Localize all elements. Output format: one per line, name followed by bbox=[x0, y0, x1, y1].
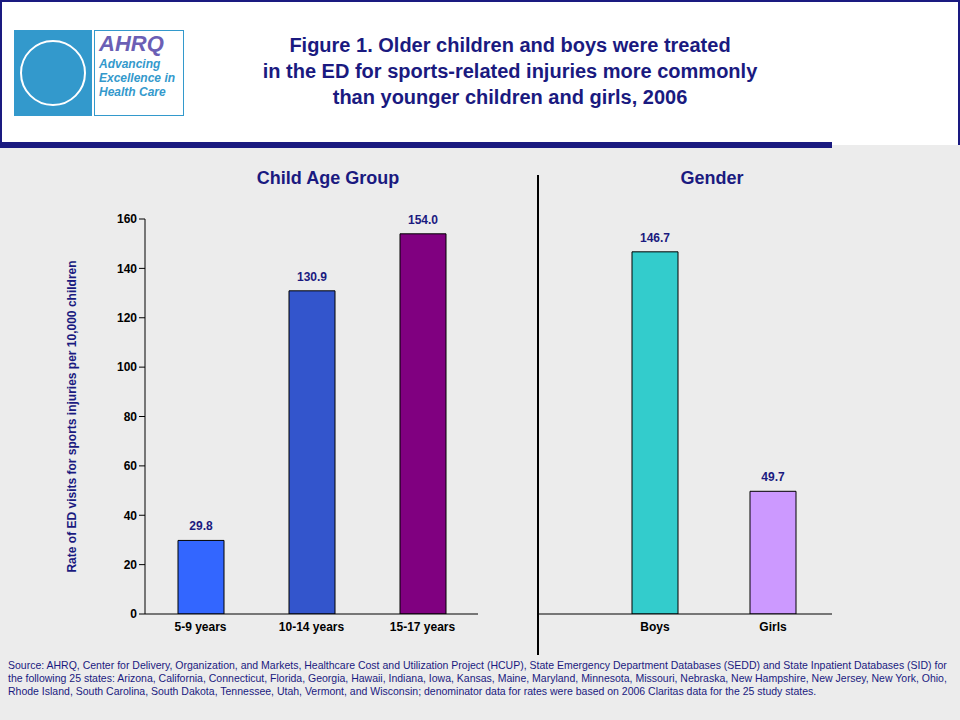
svg-text:140: 140 bbox=[117, 262, 137, 276]
svg-text:130.9: 130.9 bbox=[297, 270, 327, 284]
svg-text:0: 0 bbox=[130, 607, 137, 621]
svg-text:29.8: 29.8 bbox=[189, 519, 213, 533]
html-text:Advancing Excellence in Health: Advancing Excellence in Health Care bbox=[99, 57, 175, 99]
svg-text:40: 40 bbox=[124, 509, 138, 523]
html-text:Source: AHRQ, Center for Deliv: Source: AHRQ, Center for Delivery, Organ… bbox=[8, 659, 947, 697]
svg-text:60: 60 bbox=[124, 459, 138, 473]
svg-text:Rate of ED visits for sports i: Rate of ED visits for sports injuries pe… bbox=[65, 260, 79, 572]
svg-text:10-14 years: 10-14 years bbox=[279, 620, 345, 634]
html-text:Child Age Group: Child Age Group bbox=[256, 168, 400, 188]
svg-text:Girls: Girls bbox=[759, 620, 787, 634]
html-text:Gender: Gender bbox=[680, 168, 744, 188]
svg-text:160: 160 bbox=[117, 212, 137, 226]
html-text:Figure 1. Older children and b: Figure 1. Older children and boys were t… bbox=[262, 34, 758, 108]
svg-text:120: 120 bbox=[117, 311, 137, 325]
svg-text:80: 80 bbox=[124, 410, 138, 424]
svg-text:15-17 years: 15-17 years bbox=[390, 620, 456, 634]
svg-text:Boys: Boys bbox=[640, 620, 670, 634]
svg-text:146.7: 146.7 bbox=[640, 231, 670, 245]
svg-text:20: 20 bbox=[124, 558, 138, 572]
svg-text:5-9 years: 5-9 years bbox=[174, 620, 226, 634]
svg-text:154.0: 154.0 bbox=[408, 213, 438, 227]
svg-text:49.7: 49.7 bbox=[761, 470, 785, 484]
svg-text:100: 100 bbox=[117, 360, 137, 374]
html-text:AHRQ: AHRQ bbox=[99, 31, 164, 56]
